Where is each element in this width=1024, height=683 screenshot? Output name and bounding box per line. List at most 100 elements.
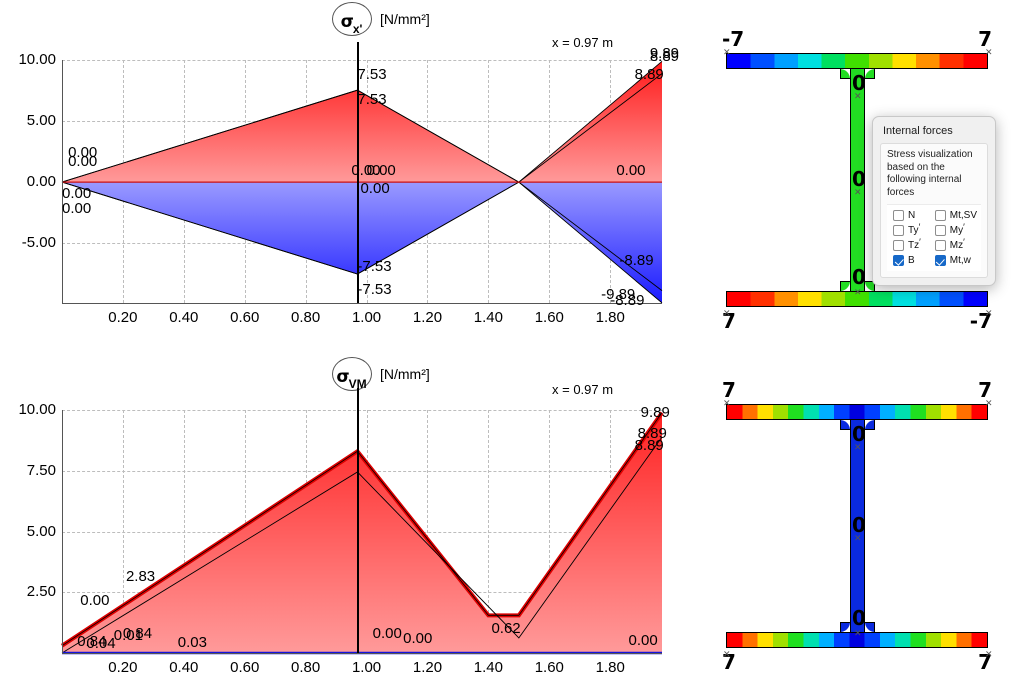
checkbox-row-tz[interactable]: Tz′: [893, 237, 931, 251]
cursor-position-label: x = 0.97 m: [552, 35, 614, 50]
section-corner-value: -7: [969, 309, 992, 333]
checkbox-row-my[interactable]: My′: [934, 222, 977, 236]
sigma-vm-title: σ VM [N/mm²]: [332, 357, 430, 391]
value-label: 0.00: [68, 144, 98, 162]
checkbox-row-mz[interactable]: Mz′: [934, 237, 977, 251]
y-axis-tick-label: 2.50: [26, 583, 56, 601]
section-node-marker: ✕: [854, 442, 862, 452]
prime-mark: ′: [919, 237, 921, 247]
checkbox-my[interactable]: [934, 225, 946, 236]
section-corner-value: 7: [978, 378, 992, 402]
web-fillet-outline: [864, 69, 875, 79]
cursor-line[interactable]: [357, 42, 360, 303]
value-label: 0.00: [68, 152, 98, 170]
sigma-vm-chart-panel: σ VM [N/mm²] 10.00 7.50 5.00 2.50 0.20 0.40 0.6…: [0, 355, 690, 682]
x-axis-tick-label: 1.80: [595, 309, 625, 326]
checkbox-row-mt-sv[interactable]: Mt,SV: [934, 210, 977, 221]
sigma-x-title: σ x' [N/mm²]: [332, 2, 430, 36]
checkbox-ty[interactable]: [893, 225, 904, 236]
value-label: 8.89: [637, 424, 667, 442]
checkbox-row-mt-w[interactable]: Mt,w: [934, 255, 977, 266]
stress-curve: [61, 73, 663, 183]
dialog-body: Stress visualization based on the follow…: [880, 143, 988, 278]
checkbox-mt-w[interactable]: [934, 255, 946, 266]
checkbox-n[interactable]: [893, 210, 904, 221]
x-axis-tick-label: 1.20: [412, 659, 443, 676]
value-label: 0.00: [372, 624, 402, 642]
prime-mark: ′: [918, 222, 921, 232]
x-axis-tick-label: 1.40: [473, 659, 503, 676]
section-corner-value: -7: [722, 27, 745, 51]
value-label: 8.89: [649, 47, 680, 65]
x-axis-tick-label: 1.40: [473, 309, 503, 326]
checkbox-b[interactable]: [893, 255, 904, 266]
value-label: 0.00: [366, 161, 396, 179]
section-node-marker: ✕: [985, 398, 993, 408]
y-axis-tick-label: 0.00: [26, 173, 56, 191]
value-label: 7.53: [357, 66, 387, 84]
checkbox-label: Ty′: [908, 222, 921, 236]
checkbox-mz[interactable]: [934, 240, 946, 251]
section-zero-value: 0: [852, 167, 866, 191]
cursor-line[interactable]: [357, 388, 360, 653]
checkbox-label: N: [908, 210, 916, 221]
checkbox-row-ty[interactable]: Ty′: [893, 222, 931, 236]
web-fillet-outline: [839, 69, 850, 79]
y-axis-tick-label: -5.00: [21, 234, 56, 252]
sigma-vm-unit: [N/mm²]: [380, 366, 430, 382]
web-fillet-outline: [839, 281, 850, 291]
internal-forces-checkbox-grid: N Mt,SV Ty′ My′ Tz′ Mz′ B Mt,w: [887, 204, 981, 271]
internal-forces-dialog[interactable]: Internal forces Stress visualization bas…: [872, 116, 996, 286]
section-corner-value: 7: [978, 27, 992, 51]
checkbox-label: Tz′: [908, 237, 921, 251]
x-axis-tick-label: 0.20: [108, 659, 138, 676]
value-label: -9.89: [601, 285, 636, 303]
checkbox-label: Mt,w: [949, 255, 971, 266]
prime-mark: ′: [963, 237, 965, 247]
x-axis-tick-label: 1.20: [412, 309, 443, 326]
sigma-x-cross-section: -7 7 7 -7 0 0 0 ✕ ✕ ✕ ✕ ✕ ✕ ✕: [690, 20, 1024, 340]
value-label: 0.00: [628, 631, 658, 649]
x-axis-tick-label: 0.60: [230, 659, 260, 676]
chart-data-area: [61, 60, 663, 304]
section-node-marker: ✕: [723, 308, 731, 318]
web-fillet-outline: [839, 622, 850, 632]
bottom-flange: [726, 291, 988, 307]
top-flange: [726, 53, 988, 69]
value-label: 8.89: [634, 436, 664, 454]
checkbox-row-b[interactable]: B: [893, 255, 931, 266]
value-label: 2.83: [125, 567, 156, 585]
stress-band: [62, 182, 662, 303]
web: [849, 69, 865, 291]
sigma-x-symbol: σ x': [332, 2, 372, 36]
value-label: 0.84: [122, 624, 153, 642]
section-node-marker: ✕: [985, 47, 993, 57]
section-node-marker: ✕: [854, 628, 862, 638]
top-flange: [726, 404, 988, 420]
x-axis-line: [62, 653, 662, 655]
x-axis-tick-label: 0.80: [291, 659, 321, 676]
stress-band: [62, 61, 662, 183]
section-zero-value: 0: [852, 265, 866, 289]
checkbox-label: Mt,SV: [949, 210, 977, 221]
sigma-vm-symbol: σ VM: [332, 357, 372, 391]
y-axis-line: [62, 60, 64, 303]
section-zero-value: 0: [852, 422, 866, 446]
stress-curve: [61, 181, 663, 292]
checkbox-tz[interactable]: [893, 240, 904, 251]
section-zero-value: 0: [852, 513, 866, 537]
x-axis-tick-label: 1.00: [351, 659, 382, 676]
value-label: 8.89: [634, 66, 664, 84]
cursor-position-label: x = 0.97 m: [552, 382, 614, 397]
section-node-marker: ✕: [854, 533, 862, 543]
section-node-marker: ✕: [985, 649, 993, 659]
section-zero-value: 0: [852, 71, 866, 95]
web-fillet-outline: [839, 420, 850, 430]
value-label: 0.00: [403, 629, 433, 647]
sigma-subscript: x': [352, 22, 363, 36]
x-axis-tick-label: 0.40: [169, 659, 199, 676]
checkbox-row-n[interactable]: N: [893, 210, 931, 221]
checkbox-label: B: [908, 255, 915, 266]
checkbox-mt-sv[interactable]: [934, 210, 946, 221]
